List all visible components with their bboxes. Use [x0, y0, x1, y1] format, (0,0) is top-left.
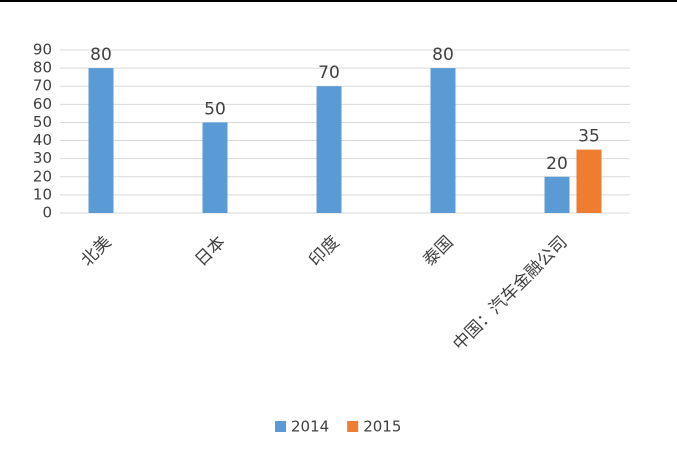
x-tick-label: 日本 — [191, 232, 229, 270]
bar — [202, 122, 228, 213]
y-tick-label: 20 — [33, 167, 52, 185]
top-border — [0, 0, 677, 2]
data-label: 50 — [204, 99, 226, 119]
bar — [316, 86, 342, 213]
x-tick-label: 泰国 — [419, 232, 457, 270]
y-tick-label: 70 — [33, 77, 52, 95]
y-tick-label: 60 — [33, 95, 52, 113]
y-tick-label: 80 — [33, 59, 52, 77]
x-tick-label: 中国：汽车金融公司 — [449, 232, 571, 354]
bar — [576, 149, 602, 213]
y-tick-label: 40 — [33, 131, 52, 149]
y-tick-label: 50 — [33, 113, 52, 131]
legend-swatch — [347, 421, 359, 432]
y-tick-label: 30 — [33, 149, 52, 167]
legend-swatch — [275, 421, 286, 432]
x-tick-label: 印度 — [305, 232, 343, 270]
data-label: 80 — [90, 45, 112, 65]
x-tick-label: 北美 — [77, 232, 115, 270]
y-tick-label: 10 — [33, 185, 52, 203]
y-tick-label: 90 — [33, 41, 52, 59]
legend-label: 2015 — [363, 418, 401, 436]
legend-label: 2014 — [291, 418, 329, 436]
data-label: 20 — [546, 154, 568, 174]
bar — [544, 176, 570, 213]
bar — [430, 68, 456, 213]
data-label: 80 — [432, 45, 454, 65]
y-tick-label: 0 — [42, 204, 52, 222]
data-label: 70 — [318, 63, 340, 83]
bar — [88, 68, 114, 213]
data-label: 35 — [578, 127, 600, 147]
